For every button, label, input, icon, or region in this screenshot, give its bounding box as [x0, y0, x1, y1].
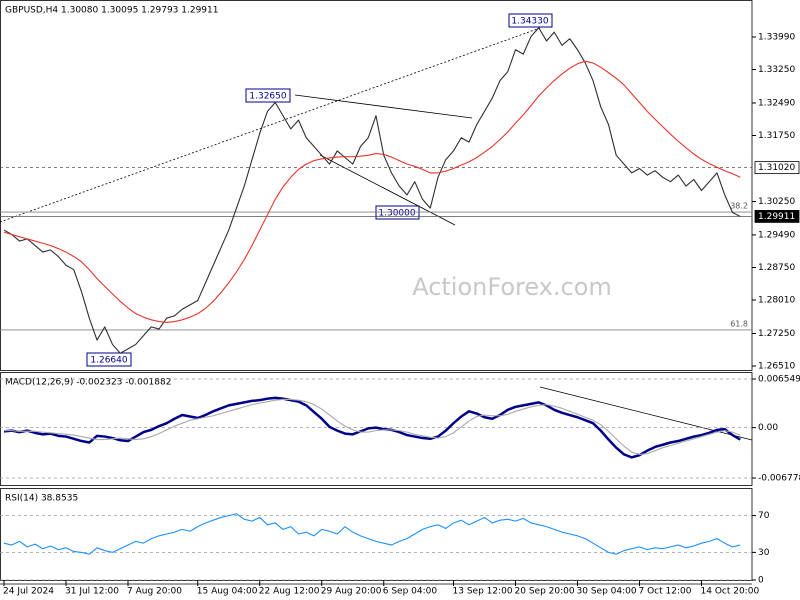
trend-line	[319, 154, 456, 226]
level-label-box	[754, 161, 800, 175]
annotation-label: 1.34330	[511, 17, 548, 27]
y-tick-label: 1.30250	[758, 197, 795, 207]
annotation-label: 1.32650	[249, 92, 286, 102]
level-label-box	[754, 210, 800, 223]
x-tick-label: 7 Aug 20:00	[127, 587, 182, 597]
y-tick-label: 1.28010	[758, 296, 795, 306]
series-line	[3, 27, 741, 354]
x-tick-label: 13 Sep 12:00	[453, 587, 513, 597]
panel-frame	[0, 372, 753, 486]
x-tick-label: 30 Sep 04:00	[577, 587, 637, 597]
annotation-box	[508, 13, 553, 28]
y-tick-label: 0.00	[758, 423, 778, 433]
y-tick-label: 0.006549	[758, 374, 800, 384]
panel-frame	[0, 488, 753, 581]
series-line	[3, 513, 741, 555]
y-tick-label: -0.006778	[758, 474, 800, 484]
annotation: 1.26640	[86, 352, 132, 367]
x-tick-label: 6 Sep 04:00	[383, 587, 438, 597]
y-tick-label: 1.29490	[758, 230, 795, 240]
x-tick-label: 24 Jul 2024	[3, 587, 54, 597]
trend-line	[294, 94, 473, 119]
watermark: ActionForex.com	[412, 273, 612, 301]
y-tick-label: 1.33250	[758, 65, 795, 75]
x-tick-label: 14 Oct 20:00	[701, 587, 760, 597]
y-tick-label: 1.28750	[758, 263, 795, 273]
x-tick-label: 7 Oct 12:00	[639, 587, 692, 597]
fib-label: 38.2	[730, 202, 748, 211]
series-line	[3, 396, 741, 459]
annotation-box	[245, 88, 291, 103]
x-tick-label: 20 Sep 20:00	[515, 587, 575, 597]
panel-title: GBPUSD,H4 1.30080 1.30095 1.29793 1.2991…	[5, 6, 218, 16]
y-tick-label: 70	[758, 511, 770, 521]
annotation: 1.34330	[508, 13, 553, 28]
annotation-label: 1.26640	[90, 356, 127, 366]
y-tick-label: 1.31750	[758, 131, 795, 141]
level-label: 1.29911	[758, 212, 795, 222]
annotation-box	[86, 352, 132, 367]
annotation: 1.30000	[375, 205, 420, 220]
series-line	[3, 60, 741, 323]
y-tick-label: 1.33990	[758, 32, 795, 42]
panel-title: MACD(12,26,9) -0.002323 -0.001882	[5, 378, 171, 388]
level-label: 1.31020	[758, 163, 795, 173]
x-tick-label: 29 Aug 20:00	[321, 587, 382, 597]
panel-frame	[0, 0, 753, 371]
y-tick-label: 1.32490	[758, 98, 795, 108]
panel-title: RSI(14) 38.8535	[5, 494, 78, 504]
y-tick-label: 30	[758, 548, 770, 558]
annotation-label: 1.30000	[378, 209, 415, 219]
y-tick-label: 1.26510	[758, 361, 795, 371]
y-tick-label: 0	[758, 576, 764, 586]
x-tick-label: 31 Jul 12:00	[65, 587, 119, 597]
x-tick-label: 22 Aug 12:00	[259, 587, 320, 597]
annotation-box	[375, 205, 420, 220]
annotation: 1.32650	[245, 88, 291, 103]
series-line	[4, 398, 741, 455]
x-tick-label: 15 Aug 04:00	[197, 587, 258, 597]
fib-label: 61.8	[730, 319, 748, 328]
y-tick-label: 1.27250	[758, 329, 795, 339]
